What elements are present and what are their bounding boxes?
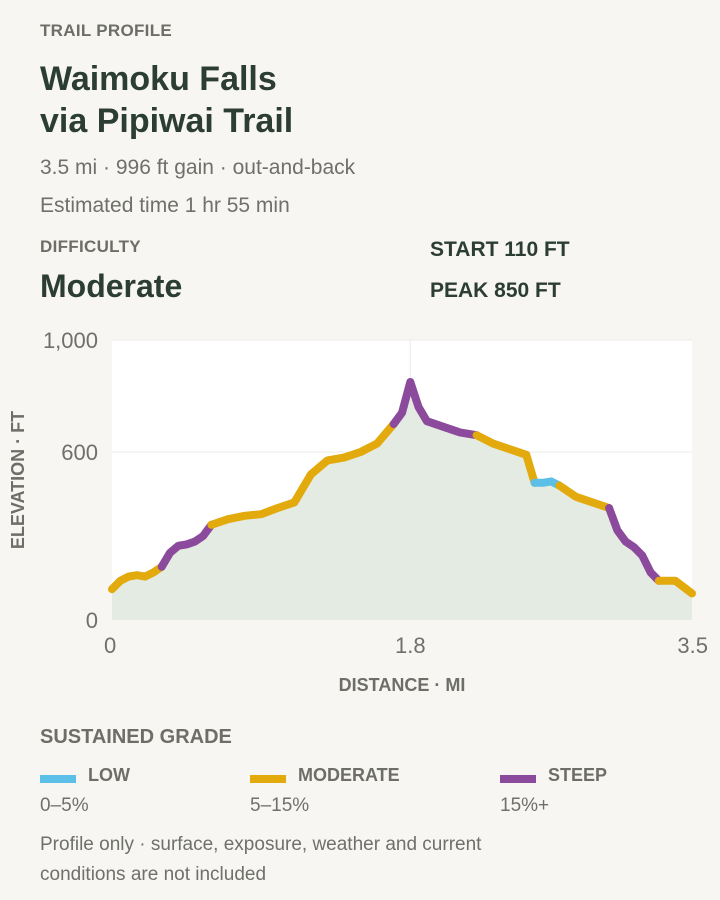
profile-segment-moderate-0 — [108, 562, 166, 594]
legend-item-low: LOW 0–5% — [40, 765, 240, 825]
legend-name-steep: STEEP — [548, 765, 608, 785]
trail-summary: 3.5 mi · 996 ft gain · out-and-back — [40, 156, 356, 179]
legend-range-steep: 15%+ — [500, 795, 550, 816]
y-tick-label-1: 600 — [61, 440, 98, 465]
x-tick-label-1: 1.8 — [395, 633, 426, 658]
difficulty-value: Moderate — [40, 268, 183, 304]
legend-name-moderate: MODERATE — [298, 765, 400, 785]
peak-elevation: PEAK 850 FT — [430, 279, 561, 302]
profile-segment-low-5 — [530, 477, 564, 490]
legend-range-low: 0–5% — [40, 795, 89, 816]
trail-title: Waimoku Falls via Pipiwai Trail — [40, 60, 294, 140]
elevation-area — [112, 382, 692, 620]
estimated-time: Estimated time 1 hr 55 min — [40, 194, 290, 217]
legend-item-moderate: MODERATE 5–15% — [250, 765, 450, 825]
profile-segment-moderate-2 — [207, 420, 398, 529]
profile-segment-moderate-8 — [654, 576, 696, 598]
legend-swatch-moderate — [250, 775, 286, 783]
section-eyebrow: TRAIL PROFILE — [40, 21, 173, 40]
profile-segment-steep-7 — [605, 504, 663, 585]
profile-segment-steep-3 — [389, 378, 481, 440]
y-axis-label: ELEVATION · FT — [8, 411, 28, 549]
legend-swatch-steep — [500, 775, 536, 783]
legend-swatch-low — [40, 775, 76, 783]
profile-segment-steep-1 — [157, 520, 216, 571]
elevation-chart: 0 600 1,000 0 1.8 3.5 DISTANCE · MI ELEVATION ·… — [8, 328, 708, 695]
x-axis-label: DISTANCE · MI — [339, 675, 466, 695]
legend-name-low: LOW — [88, 765, 130, 785]
profile-footnote: Profile only · surface, exposure, weathe… — [40, 834, 482, 885]
y-tick-label-0: 0 — [86, 608, 98, 633]
x-tick-label-0: 0 — [104, 633, 116, 658]
profile-segment-moderate-6 — [555, 481, 614, 512]
grade-legend-title: SUSTAINED GRADE — [40, 726, 232, 748]
profile-segment-moderate-4 — [472, 431, 539, 487]
start-elevation: START 110 FT — [430, 238, 570, 261]
difficulty-label: DIFFICULTY — [40, 237, 141, 256]
x-tick-label-2: 3.5 — [677, 633, 708, 658]
legend-range-moderate: 5–15% — [250, 795, 310, 816]
y-tick-label-2: 1,000 — [43, 328, 98, 353]
legend-item-steep: STEEP 15%+ — [500, 765, 700, 825]
